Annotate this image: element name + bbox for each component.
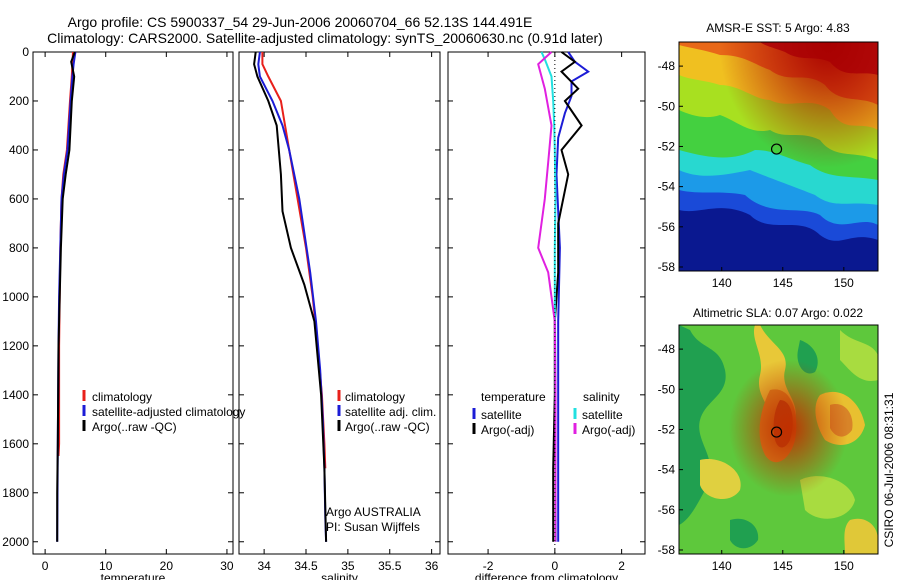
temperature-ytick-label: 200 <box>9 94 29 108</box>
sst_map-xtick-label: 140 <box>712 276 732 290</box>
temperature-ytick-label: 1800 <box>2 486 29 500</box>
salinity-legend-label: satellite adj. clim. <box>345 405 436 419</box>
sla-map-axes: 140 145 150 -48 -50 -52 -54 -56 -58 <box>658 324 879 573</box>
sst_map-argo-marker <box>770 143 783 155</box>
salinity-xtick-label: 34.5 <box>294 559 318 573</box>
difference-xtick-label: 0 <box>552 559 559 573</box>
difference-xtick-label: -2 <box>483 559 494 573</box>
temperature-ytick-label: 0 <box>22 45 29 59</box>
temperature-ytick-label: 800 <box>9 241 29 255</box>
sst_map-frame <box>678 41 879 272</box>
temperature-ytick-label: 400 <box>9 143 29 157</box>
temperature-xtick-label: 0 <box>42 559 49 573</box>
difference-legend-heading: salinity <box>583 390 620 404</box>
sla_map-xtick-label: 150 <box>834 559 854 573</box>
salinity-panel: 34 34.5 35 35.5 36 salinity climatologysatelli… <box>238 51 441 585</box>
sst-map-axes: 140 145 150 -48 -50 -52 -54 -56 -58 <box>658 41 879 290</box>
salinity-series-line-0 <box>261 52 327 469</box>
difference-xtick-label: 2 <box>618 559 625 573</box>
temperature-xtick-label: 30 <box>220 559 234 573</box>
temperature-xlabel: temperature <box>101 571 166 580</box>
temperature-plot-frame <box>32 51 234 555</box>
salinity-series-line-2 <box>253 51 328 542</box>
difference-series-line-3 <box>537 51 557 542</box>
temperature-ytick-label: 1000 <box>2 290 29 304</box>
temperature-legend-label: climatology <box>92 390 152 404</box>
temperature-xtick-label: 10 <box>99 559 113 573</box>
sst_map-ytick-label: -58 <box>658 260 676 274</box>
sla_map-ytick-label: -50 <box>658 382 676 396</box>
sst_map-ytick-label: -56 <box>658 220 676 234</box>
salinity-xlabel: salinity <box>321 571 358 580</box>
sla-map-image <box>679 325 878 554</box>
temperature-ytick-label: 1600 <box>2 437 29 451</box>
figure-title-line2: Climatology: CARS2000. Satellite-adjuste… <box>47 30 603 46</box>
sla_map-ytick-label: -54 <box>658 463 676 477</box>
temperature-series-line-2 <box>56 51 76 542</box>
temperature-ytick-label: 2000 <box>2 535 29 549</box>
sla_map-ytick-label: -48 <box>658 342 676 356</box>
salinity-legend-label: climatology <box>345 390 405 404</box>
footer-stamp: CSIRO 06-Jul-2006 08:31:31 <box>882 392 896 547</box>
temperature-panel: 0 10 20 30 0 200 400 600 800 1000 1200 1400 1600 1800… <box>2 45 245 585</box>
sst-map-title: AMSR-E SST: 5 Argo: 4.83 <box>706 21 850 35</box>
salinity-xtick-label: 36 <box>425 559 439 573</box>
salinity-xtick-label: 35.5 <box>378 559 402 573</box>
sst_map-ytick-label: -48 <box>658 59 676 73</box>
salinity-xtick-label: 35 <box>341 559 355 573</box>
sla-map-title: Altimetric SLA: 0.07 Argo: 0.022 <box>693 306 863 320</box>
salinity-series-line-1 <box>257 51 328 542</box>
difference-legend-heading: temperature <box>481 390 546 404</box>
difference-series-line-0 <box>555 51 591 542</box>
temperature-ytick-label: 600 <box>9 192 29 206</box>
sla_map-ytick-label: -52 <box>658 422 676 436</box>
temperature-legend-label: satellite-adjusted climatology <box>92 405 245 419</box>
sst_map-xtick-label: 150 <box>834 276 854 290</box>
sla_map-xtick-label: 145 <box>773 559 793 573</box>
salinity-annotation: PI: Susan Wijffels <box>326 520 420 534</box>
sst_map-xtick-label: 145 <box>773 276 793 290</box>
difference-legend-label: Argo(-adj) <box>582 423 635 437</box>
salinity-plot-frame <box>238 51 441 555</box>
salinity-xtick-label: 34 <box>257 559 271 573</box>
sst_map-ytick-label: -54 <box>658 180 676 194</box>
difference-plot-frame <box>447 51 646 555</box>
difference-legend-label: Argo(-adj) <box>481 423 534 437</box>
temperature-ytick-label: 1400 <box>2 388 29 402</box>
temperature-xtick-label: 20 <box>160 559 174 573</box>
salinity-annotation: Argo AUSTRALIA <box>326 505 421 519</box>
sst_map-ytick-label: -50 <box>658 99 676 113</box>
temperature-ytick-label: 1200 <box>2 339 29 353</box>
sst_map-ytick-label: -52 <box>658 139 676 153</box>
difference-legend-label: satellite <box>481 408 522 422</box>
sst-map-image <box>679 42 878 271</box>
temperature-legend-label: Argo(..raw -QC) <box>92 420 177 434</box>
sla_map-ytick-label: -58 <box>658 543 676 557</box>
difference-legend-label: satellite <box>582 408 623 422</box>
sla_map-argo-marker <box>770 426 783 438</box>
difference-xlabel: difference from climatology <box>475 571 618 580</box>
sla_map-xtick-label: 140 <box>712 559 732 573</box>
sla_map-frame <box>678 324 879 555</box>
figure-title-line1: Argo profile: CS 5900337_54 29-Jun-2006 … <box>68 14 533 30</box>
salinity-legend-label: Argo(..raw -QC) <box>345 420 430 434</box>
sla_map-ytick-label: -56 <box>658 503 676 517</box>
